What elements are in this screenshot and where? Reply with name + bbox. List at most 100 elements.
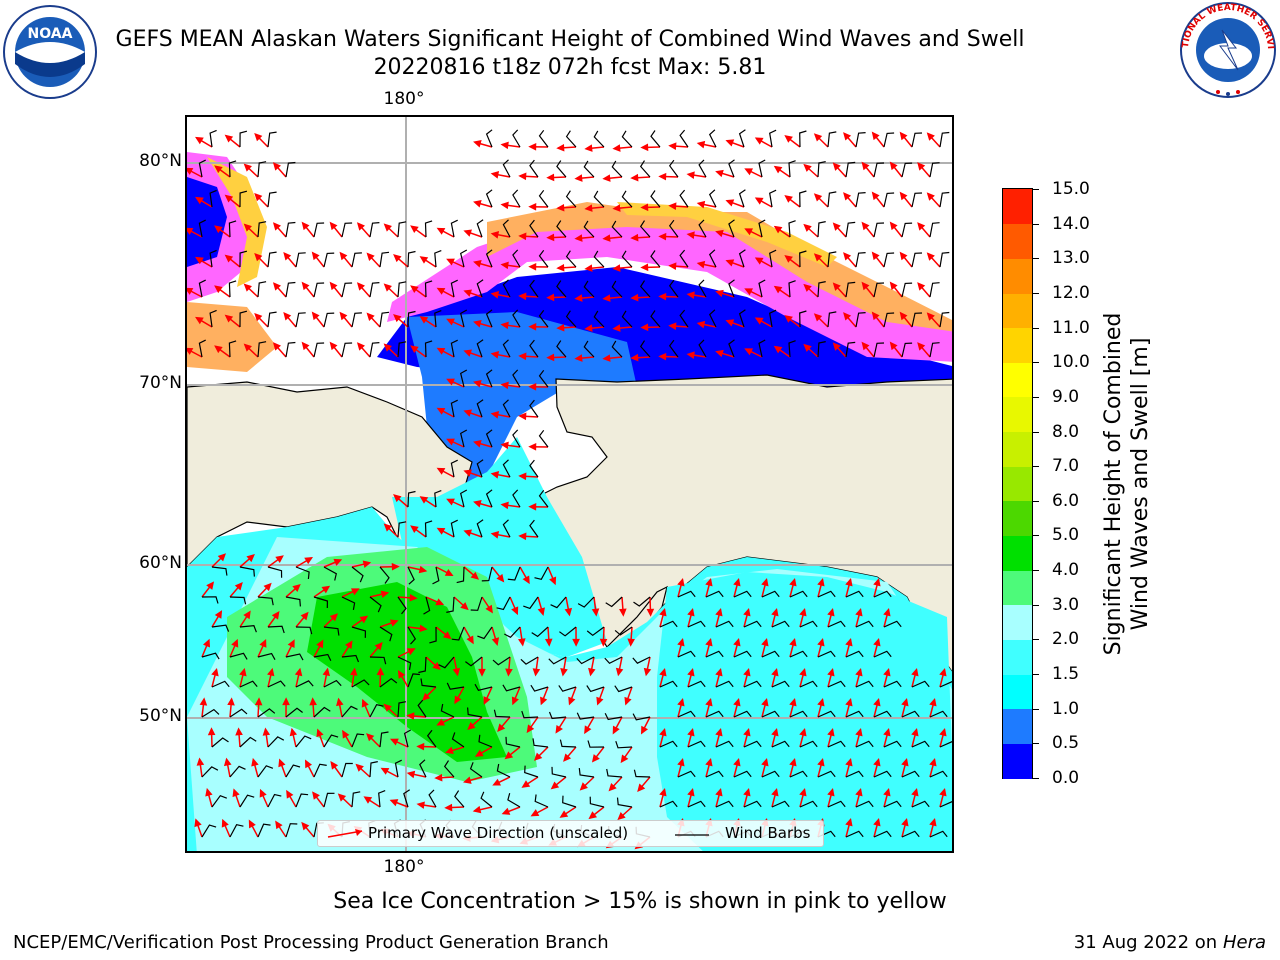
wind-barb: [788, 220, 796, 238]
wave-arrow-head: [528, 323, 537, 331]
wind-barb: [873, 222, 885, 238]
wave-arrow-head: [559, 810, 569, 818]
wind-barb: [496, 763, 511, 778]
wind-barb: [285, 707, 303, 718]
wave-arrow-head: [322, 667, 331, 677]
legend-wind-barb-icon: [675, 834, 709, 836]
wind-barb: [512, 129, 521, 148]
wave-arrow-head: [771, 727, 779, 737]
wind-barb: [939, 191, 950, 208]
wind-barb: [845, 710, 864, 718]
wind-barb: [855, 192, 866, 208]
wave-arrow-head: [243, 343, 252, 352]
wave-arrow-head: [446, 438, 455, 446]
wind-barb: [451, 626, 465, 641]
wave-arrow-head: [832, 342, 841, 351]
wave-arrow-head: [540, 696, 548, 706]
wind-barb: [285, 161, 296, 178]
wave-arrow-head: [436, 227, 446, 235]
wind-barb: [565, 250, 577, 268]
wave-arrow-head: [522, 575, 530, 585]
wind-barb: [789, 650, 808, 658]
wind-barb: [407, 310, 416, 328]
wave-arrow-head: [316, 728, 324, 738]
wind-barb: [478, 734, 493, 748]
wave-arrow-head: [214, 610, 223, 619]
wind-barb: [496, 596, 511, 611]
wind-barb: [698, 279, 707, 298]
wind-barb: [257, 161, 267, 178]
wind-barb: [929, 222, 940, 238]
wave-arrow-head: [416, 801, 425, 809]
wind-barb: [369, 656, 387, 665]
wave-arrow-head: [234, 581, 243, 591]
wave-arrow-head: [393, 254, 402, 263]
chart-subtitle: 20220816 t18z 072h fcst Max: 5.81: [373, 55, 767, 80]
wind-barb: [267, 736, 285, 748]
wave-arrow-head: [630, 353, 639, 362]
colorbar-tick-mark: [1033, 431, 1039, 433]
wave-arrow-head: [187, 287, 194, 295]
wave-arrow-head: [725, 139, 735, 147]
wave-arrow-head: [861, 221, 870, 231]
wind-barb: [911, 312, 923, 328]
wind-barb: [705, 650, 724, 658]
wind-barb: [715, 740, 734, 748]
wind-barb: [883, 132, 895, 148]
wave-arrow-head: [500, 441, 509, 450]
wave-arrow-head: [329, 221, 338, 231]
wind-barb: [239, 130, 248, 148]
wave-arrow-head: [359, 615, 369, 624]
wind-barb: [677, 650, 696, 658]
date-text: 31 Aug 2022 on: [1073, 932, 1218, 953]
map-panel[interactable]: [185, 115, 954, 853]
wind-barb: [733, 650, 752, 658]
wind-barb: [474, 683, 493, 691]
wind-barb: [559, 739, 577, 748]
colorbar-tick-mark: [1033, 223, 1039, 225]
wave-arrow-head: [658, 232, 667, 241]
wind-barb: [817, 590, 836, 598]
wind-barb: [583, 160, 595, 178]
wave-arrow-head: [873, 637, 881, 647]
wave-arrow-head: [435, 598, 445, 606]
wave-arrow-head: [771, 607, 779, 617]
wind-barb: [758, 159, 766, 178]
colorbar-tick-label: 3.0: [1052, 594, 1080, 615]
wave-arrow-head: [789, 637, 797, 647]
wave-arrow-head: [278, 758, 286, 768]
wind-barb: [313, 222, 325, 238]
wave-arrow-head: [615, 667, 624, 677]
wind-barb: [633, 769, 651, 778]
wind-barb: [434, 250, 442, 268]
wave-arrow-head: [602, 174, 611, 182]
wave-arrow-head: [599, 638, 608, 647]
wave-arrow-head: [929, 757, 937, 767]
colorbar-tick-mark: [1033, 189, 1039, 190]
wind-barb: [428, 789, 437, 808]
wave-arrow-head: [419, 496, 429, 504]
wave-arrow-head: [467, 721, 476, 731]
wave-arrow-head: [624, 696, 632, 706]
wave-arrow-head: [446, 498, 455, 506]
wave-arrow-head: [410, 345, 419, 354]
wind-barb: [239, 190, 248, 208]
wind-barb: [295, 680, 314, 688]
wind-barb: [485, 489, 493, 508]
wave-arrow-head: [383, 283, 392, 292]
wave-arrow-head: [473, 440, 482, 448]
wave-arrow-head: [799, 607, 807, 617]
map-legend: Primary Wave Direction (unscaled) Wind B…: [317, 820, 824, 847]
wind-barb: [267, 251, 277, 268]
wind-barb: [659, 620, 678, 628]
lat-label-80n: 80°N: [139, 151, 182, 171]
wind-barb: [450, 279, 458, 298]
wave-arrow-head: [871, 131, 880, 141]
wind-barb: [901, 282, 913, 298]
wind-barb: [467, 707, 483, 718]
wave-arrow-head: [744, 168, 754, 176]
wind-barb: [611, 220, 623, 238]
wind-barb: [901, 770, 920, 778]
wave-arrow-head: [492, 778, 502, 786]
wave-arrow-head: [861, 161, 870, 171]
